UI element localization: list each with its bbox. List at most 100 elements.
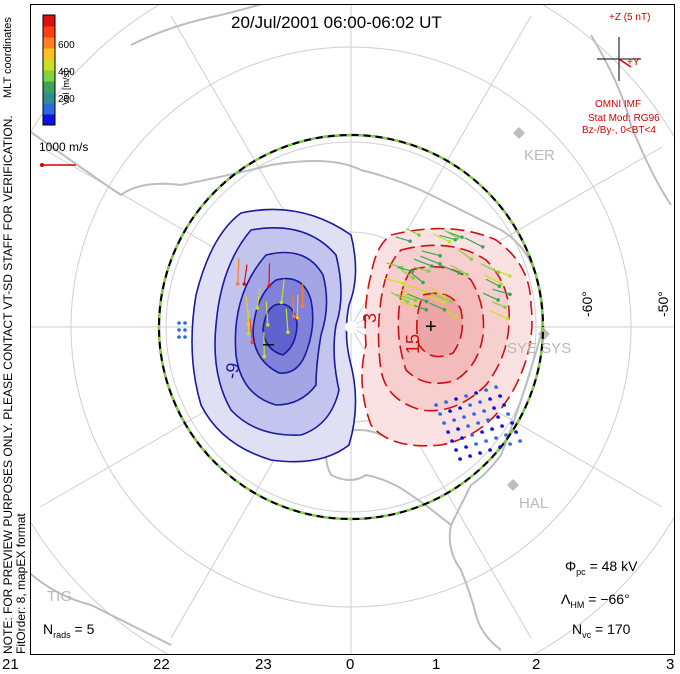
velocity-vector-origin: [514, 430, 518, 434]
velocity-vector-origin: [502, 403, 506, 407]
velocity-vector-origin: [457, 271, 461, 275]
velocity-vector-origin: [300, 304, 305, 308]
velocity-vector-origin: [478, 400, 482, 404]
velocity-vector: [265, 301, 269, 325]
velocity-vector-origin: [494, 436, 498, 440]
velocity-vector-origin: [498, 394, 502, 398]
velocity-vector-origin: [279, 300, 284, 305]
velocity-vector: [429, 286, 445, 298]
velocity-vector: [430, 292, 451, 303]
preview-note-line2: FitOrder: 8, mapEX format: [14, 513, 28, 654]
velocity-vector-origin: [503, 305, 507, 310]
velocity-vector-origin: [488, 448, 492, 452]
velocity-vector-origin: [518, 439, 522, 443]
polar-map: – +: [31, 5, 674, 654]
velocity-vector-origin: [474, 442, 478, 446]
velocity-vector-origin: [500, 424, 504, 428]
velocity-vector: [485, 278, 500, 287]
velocity-vector-origin: [474, 391, 478, 395]
velocity-vector-origin: [235, 282, 240, 286]
velocity-vector: [484, 274, 502, 285]
velocity-vector-origin: [510, 421, 514, 425]
velocity-vector: [407, 293, 427, 303]
hm-boundary-green: [157, 133, 545, 521]
velocity-vector: [480, 263, 499, 273]
contour-label-neg9: -9: [221, 361, 244, 381]
velocity-vector-origin: [504, 433, 508, 437]
velocity-vector-origin: [458, 457, 462, 461]
velocity-vector-origin: [496, 415, 500, 419]
velocity-vector-origin: [286, 330, 290, 335]
velocity-vector: [413, 258, 432, 267]
velocity-vector: [285, 308, 289, 333]
velocity-vector-origin: [472, 412, 476, 416]
velocity-vector-origin: [462, 415, 466, 419]
velocity-vector-origin: [496, 270, 501, 275]
velocity-vector: [482, 292, 499, 301]
velocity-vector-origin: [468, 403, 472, 407]
colorbar-swatch: [43, 37, 55, 49]
velocity-vector-origin: [497, 284, 502, 288]
station-sye-sys: SYE SYS: [507, 340, 572, 357]
stat-nvc-sub: vc: [582, 629, 592, 640]
velocity-vector-origin: [508, 442, 512, 446]
stat-nrads-symbol: N: [43, 621, 54, 637]
colorbar-swatch: [43, 26, 55, 38]
stat-nvc-symbol: N: [572, 621, 583, 637]
velocity-vector-origin: [405, 299, 410, 304]
velocity-vector: [492, 288, 511, 295]
stat-pcp-symbol: Φ: [565, 558, 577, 574]
mlt-label-1: 1: [432, 656, 441, 673]
velocity-vector-origin: [469, 257, 474, 261]
velocity-vector-origin: [295, 315, 300, 320]
velocity-vector: [493, 268, 511, 277]
velocity-vector: [429, 302, 445, 311]
velocity-vector-origin: [246, 321, 251, 326]
velocity-vector-origin: [408, 239, 412, 243]
colorbar-swatch: [43, 114, 55, 126]
map-frame: – + 20/Jul/2001 06:00-06:02 UT 600 400 2…: [30, 4, 675, 655]
colorbar-swatch: [43, 15, 55, 27]
velocity-vector: [397, 266, 413, 273]
colorbar-swatch: [43, 70, 55, 82]
velocity-vector-origin: [488, 397, 492, 401]
velocity-vector-origin: [484, 439, 488, 443]
velocity-vector-origin: [424, 299, 429, 304]
velocity-vector: [237, 258, 240, 284]
velocity-vector-origin: [401, 281, 406, 286]
velocity-vector-origin: [494, 385, 498, 389]
mlt-coordinates-label: MLT coordinates: [2, 17, 14, 98]
velocity-vector: [439, 264, 460, 274]
colorbar-swatch: [43, 59, 55, 71]
velocity-vector-origin: [426, 269, 431, 273]
velocity-vector: [280, 279, 285, 303]
latitude-label-60: -60°: [579, 291, 595, 317]
velocity-vector: [245, 296, 250, 324]
velocity-vector-origin: [490, 427, 494, 431]
velocity-vector: [249, 318, 253, 343]
velocity-vector: [446, 231, 463, 238]
velocity-vector: [406, 284, 427, 293]
velocity-vector-origin: [468, 454, 472, 458]
velocity-vector-origin: [508, 274, 512, 278]
mlt-label-2: 2: [532, 656, 541, 673]
velocity-vector-origin: [442, 294, 447, 299]
velocity-vector-origin: [458, 406, 462, 410]
velocity-vector-origin: [478, 451, 482, 455]
reference-vector: [40, 163, 76, 167]
velocity-vector-origin: [413, 298, 418, 302]
latitude-label-50: -50°: [655, 291, 671, 317]
velocity-vector-origin: [177, 321, 181, 325]
velocity-vector-origin: [265, 323, 270, 327]
stat-nvc: Nvc = 170: [572, 621, 630, 640]
velocity-vector-origin: [452, 418, 456, 422]
stat-nrads-sub: rads: [53, 629, 71, 640]
velocity-vector-origin: [442, 300, 446, 305]
velocity-vector-origin: [438, 253, 442, 258]
stat-hm-symbol: Λ: [561, 591, 571, 607]
velocity-vector: [410, 272, 424, 283]
velocity-vector: [450, 264, 468, 276]
map-title: 20/Jul/2001 06:00-06:02 UT: [231, 13, 442, 32]
velocity-vector-origin: [505, 316, 510, 321]
velocity-vector-origin: [448, 299, 453, 304]
